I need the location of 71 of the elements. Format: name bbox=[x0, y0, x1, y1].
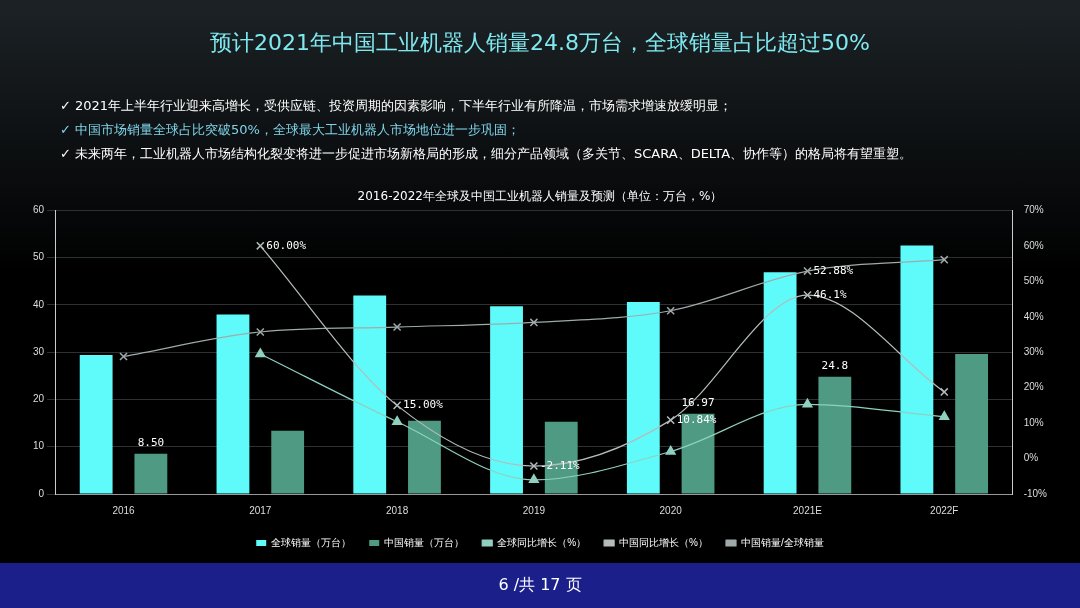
point bbox=[802, 398, 813, 408]
point bbox=[392, 322, 402, 332]
y2-tick-label: 50% bbox=[1023, 275, 1044, 287]
x-tick-label: 2017 bbox=[249, 504, 272, 516]
bar bbox=[271, 430, 305, 494]
point bbox=[939, 255, 949, 264]
y2-tick-label: -10% bbox=[1023, 487, 1048, 499]
data-label: 60.00% bbox=[266, 238, 307, 252]
x-tick-label: 2016 bbox=[112, 504, 136, 516]
x-tick-label: 2019 bbox=[522, 504, 546, 516]
point bbox=[803, 266, 812, 276]
chart-subtitle: 2016-2022年全球及中国工业机器人销量及预测（单位：万台，%） bbox=[357, 189, 723, 204]
legend-label: 全球同比增长（%） bbox=[497, 536, 587, 548]
x-tick-label: 2021E bbox=[793, 504, 823, 516]
text: ✓ 中国市场销量全球占比突破50%，全球最大工业机器人市场地位进一步巩固； bbox=[60, 121, 521, 139]
point bbox=[528, 474, 539, 484]
y2-tick-label: 0% bbox=[1023, 452, 1039, 464]
y-tick-label: 0 bbox=[38, 487, 45, 499]
y-tick-label: 20 bbox=[33, 393, 45, 405]
bar bbox=[955, 354, 989, 494]
point bbox=[392, 401, 402, 410]
bar bbox=[763, 272, 797, 494]
bar bbox=[818, 376, 852, 494]
point bbox=[666, 306, 675, 316]
text: ✓ 2021年上半年行业迎来高增长，受供应链、投资周期的因素影响，下半年行业有所降温，市场需求增速放缓明显； bbox=[60, 97, 734, 115]
point bbox=[529, 318, 539, 327]
legend-label: 全球销量（万台） bbox=[271, 536, 352, 548]
point bbox=[939, 387, 949, 397]
y2-tick-label: 60% bbox=[1023, 239, 1044, 251]
y-tick-label: 30 bbox=[33, 345, 45, 357]
bar bbox=[216, 314, 250, 494]
point bbox=[803, 290, 812, 300]
legend-label: 中国销量（万台） bbox=[384, 536, 465, 548]
point bbox=[256, 327, 265, 337]
text: 6 /共 17 页 bbox=[497, 575, 583, 596]
text: ✓ 未来两年，工业机器人市场结构化裂变将进一步促进市场新格局的形成，细分产品领域（多关节、SCARA、DELTA、协作等）的格局将有望重塑。 bbox=[60, 145, 914, 163]
bar bbox=[79, 355, 113, 494]
point bbox=[666, 415, 675, 425]
point bbox=[119, 352, 128, 361]
bar bbox=[490, 306, 523, 494]
point bbox=[529, 461, 539, 471]
x-tick-label: 2020 bbox=[659, 504, 683, 516]
bar bbox=[134, 453, 168, 494]
point bbox=[392, 415, 403, 425]
bar bbox=[626, 302, 660, 494]
data-label: 24.8 bbox=[821, 358, 849, 372]
point bbox=[255, 348, 266, 358]
y-tick-label: 40 bbox=[33, 298, 45, 310]
y2-tick-label: 70% bbox=[1023, 204, 1044, 216]
legend-label: 中国销量/全球销量 bbox=[741, 536, 824, 548]
bar bbox=[353, 295, 387, 494]
data-label: 52.88% bbox=[813, 263, 854, 277]
y2-tick-label: 30% bbox=[1023, 345, 1044, 357]
data-label: 46.1% bbox=[813, 287, 847, 301]
y-tick-label: 50 bbox=[33, 251, 45, 263]
point bbox=[256, 241, 265, 251]
y-tick-label: 10 bbox=[33, 440, 45, 452]
y2-tick-label: 20% bbox=[1023, 381, 1044, 393]
x-tick-label: 2022F bbox=[930, 504, 959, 516]
bar bbox=[900, 245, 934, 494]
x-tick-label: 2018 bbox=[385, 504, 409, 516]
y2-tick-label: 10% bbox=[1023, 416, 1044, 428]
legend-label: 中国同比增长（%） bbox=[619, 536, 709, 548]
point bbox=[665, 445, 676, 455]
point bbox=[939, 410, 950, 420]
data-label: 15.00% bbox=[403, 398, 444, 412]
chart-title: 预计2021年中国工业机器人销量24.8万台，全球销量占比超过50% bbox=[209, 29, 871, 57]
y2-tick-label: 40% bbox=[1023, 310, 1044, 322]
y-tick-label: 60 bbox=[33, 204, 45, 216]
data-label: 8.50 bbox=[137, 435, 165, 449]
bar bbox=[408, 420, 441, 494]
